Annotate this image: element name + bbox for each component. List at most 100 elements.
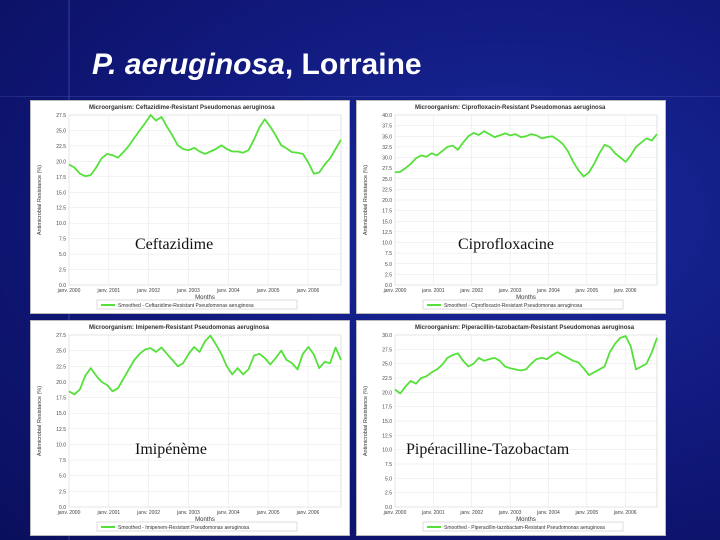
y-tick-label: 35.0 [382, 134, 392, 140]
x-tick-label: janv. 2004 [216, 288, 240, 294]
series-line [68, 334, 342, 396]
legend-box [422, 521, 624, 532]
y-tick-label: 15.0 [56, 411, 66, 417]
y-tick-label: 20.0 [56, 159, 66, 165]
y-tick-label: 25.0 [382, 177, 392, 183]
y-tick-label: 22.5 [382, 376, 392, 382]
chart-title: Microorganism: Imipenem-Resistant Pseudo… [89, 325, 270, 331]
x-tick-label: janv. 2002 [459, 510, 483, 516]
y-tick-label: 37.5 [382, 124, 392, 130]
chart-panel-piperacilline-tazobactam: Microorganism: Piperacillin-tazobactam-R… [356, 320, 666, 536]
x-tick-label: janv. 2004 [536, 510, 560, 516]
y-axis-label: Antimicrobial Resistance (%) [363, 386, 369, 456]
y-tick-label: 25.0 [56, 128, 66, 134]
y-tick-label: 10.0 [56, 221, 66, 227]
x-tick-label: janv. 2005 [256, 288, 280, 294]
x-axis-label: Months [516, 517, 536, 523]
y-tick-label: 5.0 [59, 474, 66, 480]
y-tick-label: 10.0 [56, 442, 66, 448]
y-tick-label: 12.5 [382, 230, 392, 236]
y-tick-label: 17.5 [56, 175, 66, 181]
x-tick-label: janv. 2006 [613, 510, 637, 516]
y-tick-label: 32.5 [382, 145, 392, 151]
x-axis-label: Months [195, 295, 215, 301]
x-tick-label: janv. 2003 [498, 510, 522, 516]
caption-piperacilline-tazobactam: Pipéracilline-Tazobactam [406, 441, 570, 458]
y-tick-label: 12.5 [382, 433, 392, 439]
y-tick-label: 5.0 [385, 476, 392, 482]
y-tick-label: 2.5 [59, 489, 66, 495]
y-tick-label: 0.0 [59, 505, 66, 511]
x-tick-label: janv. 2002 [459, 288, 483, 294]
y-tick-label: 27.5 [56, 113, 66, 119]
chart-title: Microorganism: Piperacillin-tazobactam-R… [415, 325, 635, 331]
series-line [394, 130, 658, 178]
y-tick-label: 0.0 [385, 505, 392, 511]
slide-title-species: P. aeruginosa [92, 48, 285, 81]
x-tick-label: janv. 2005 [256, 510, 280, 516]
y-tick-label: 30.0 [382, 156, 392, 162]
chart-imipeneme: Microorganism: Imipenem-Resistant Pseudo… [37, 325, 342, 532]
y-tick-label: 17.5 [56, 396, 66, 402]
x-tick-label: janv. 2001 [421, 510, 445, 516]
x-tick-label: janv. 2006 [296, 510, 320, 516]
plot-area [68, 114, 342, 286]
y-axis-label: Antimicrobial Resistance (%) [363, 165, 369, 235]
x-tick-label: janv. 2006 [613, 288, 637, 294]
x-tick-label: janv. 2000 [57, 288, 81, 294]
x-tick-label: janv. 2001 [421, 288, 445, 294]
legend-label: Smoothed - Ciprofloxacin-Resistant Pseud… [444, 303, 582, 309]
x-tick-label: janv. 2005 [574, 288, 598, 294]
x-tick-label: janv. 2004 [536, 288, 560, 294]
y-tick-label: 7.5 [385, 462, 392, 468]
x-axis-label: Months [516, 295, 536, 301]
x-tick-label: janv. 2003 [498, 288, 522, 294]
x-tick-label: janv. 2000 [57, 510, 81, 516]
x-axis-label: Months [195, 517, 215, 523]
y-tick-label: 0.0 [59, 283, 66, 289]
y-tick-label: 2.5 [385, 272, 392, 278]
y-tick-label: 17.5 [382, 209, 392, 215]
x-tick-label: janv. 2006 [296, 288, 320, 294]
caption-imipeneme: Imipénème [135, 441, 207, 458]
y-tick-label: 15.0 [382, 419, 392, 425]
y-tick-label: 22.5 [56, 364, 66, 370]
y-tick-label: 12.5 [56, 427, 66, 433]
x-tick-label: janv. 2000 [383, 288, 407, 294]
series-line [394, 335, 658, 395]
plot-area [68, 334, 342, 508]
chart-title: Microorganism: Ceftazidime-Resistant Pse… [89, 105, 275, 111]
legend-box [422, 299, 624, 310]
y-tick-label: 5.0 [385, 262, 392, 268]
chart-ciprofloxacine: Microorganism: Ciprofloxacin-Resistant P… [363, 105, 658, 310]
y-tick-label: 20.0 [56, 380, 66, 386]
caption-ceftazidime: Ceftazidime [135, 236, 214, 253]
series-line [68, 114, 342, 178]
y-tick-label: 27.5 [382, 347, 392, 353]
chart-panel-ceftazidime: Microorganism: Ceftazidime-Resistant Pse… [30, 100, 350, 314]
chart-panel-imipeneme: Microorganism: Imipenem-Resistant Pseudo… [30, 320, 350, 536]
y-axis-label: Antimicrobial Resistance (%) [37, 165, 43, 235]
y-tick-label: 25.0 [382, 362, 392, 368]
y-tick-label: 27.5 [56, 333, 66, 339]
slide-title-region: , Lorraine [284, 48, 422, 81]
y-axis-label: Antimicrobial Resistance (%) [37, 386, 43, 456]
slide-title: P. aeruginosa, Lorraine [92, 48, 422, 82]
y-tick-label: 25.0 [56, 349, 66, 355]
y-tick-label: 7.5 [59, 458, 66, 464]
y-tick-label: 40.0 [382, 113, 392, 119]
x-tick-label: janv. 2002 [136, 288, 160, 294]
y-tick-label: 7.5 [385, 251, 392, 257]
legend-label: Smoothed - Piperacillin-tazobactam-Resis… [444, 525, 605, 531]
y-tick-label: 12.5 [56, 206, 66, 212]
y-tick-label: 7.5 [59, 237, 66, 243]
y-tick-label: 10.0 [382, 448, 392, 454]
decorative-horizontal-line [0, 96, 720, 97]
y-tick-label: 22.5 [382, 187, 392, 193]
y-tick-label: 15.0 [382, 219, 392, 225]
y-tick-label: 27.5 [382, 166, 392, 172]
legend-label: Smoothed - Ceftazidime-Resistant Pseudom… [118, 303, 254, 309]
y-tick-label: 22.5 [56, 144, 66, 150]
chart-ceftazidime: Microorganism: Ceftazidime-Resistant Pse… [37, 105, 342, 310]
y-tick-label: 30.0 [382, 333, 392, 339]
